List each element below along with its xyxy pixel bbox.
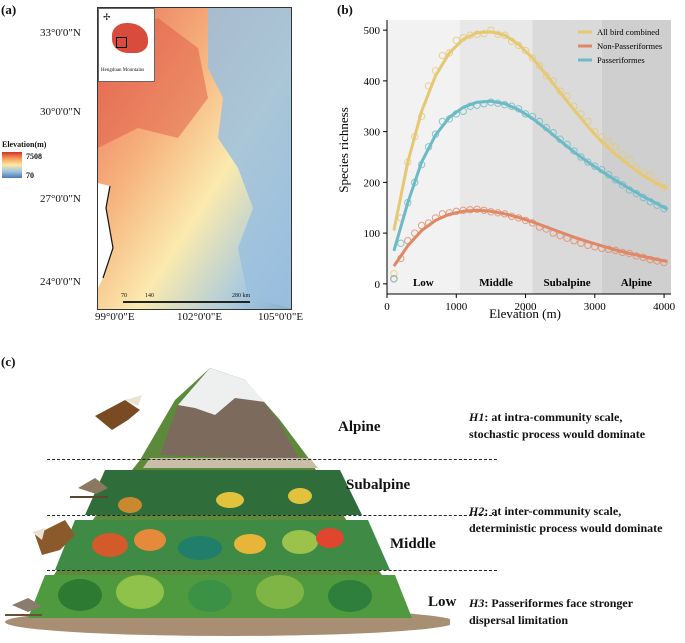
series-2-fit-line	[392, 99, 669, 252]
y-axis-label: Species richness	[336, 107, 351, 193]
elevation-colorbar	[2, 152, 22, 178]
hypothesis-2: H2: at inter-community scale, determinis…	[469, 503, 662, 537]
zone-label-1: Middle	[479, 277, 513, 289]
series-0-point-34	[625, 155, 634, 164]
series-2-point-27	[577, 153, 585, 161]
zone-label-2: Subalpine	[544, 277, 591, 289]
zone-band-1	[459, 20, 533, 294]
scale-label-140: 140	[145, 293, 154, 299]
zone-label-low: Low	[428, 594, 457, 610]
eagle-icon-middle	[32, 520, 75, 555]
zone-label-middle: Middle	[390, 536, 436, 552]
hypothesis-2-line1: : at inter-community scale,	[484, 504, 622, 518]
series-1-fit-line	[392, 208, 668, 267]
hypothesis-1-tag: H1	[469, 410, 485, 424]
y-tick-label-1: 100	[364, 228, 381, 240]
north-arrow-icon: ✢	[103, 12, 111, 22]
series-0-point-33	[618, 150, 627, 159]
middle-tree-accents	[92, 488, 344, 560]
y-tick-label-0: 0	[375, 279, 381, 291]
hypothesis-1-line2: stochastic process would dominate	[469, 427, 646, 441]
elevation-legend-title: Elevation(m)	[2, 140, 47, 149]
eagle-icon-alpine	[95, 395, 142, 430]
study-area-box	[116, 37, 127, 48]
hypothesis-1-line1: : at intra-community scale,	[484, 410, 623, 424]
scale-label-280: 280 km	[232, 293, 251, 299]
series-2-point-0	[390, 275, 398, 283]
hypothesis-2-line2: deterministic process would dominate	[469, 521, 663, 535]
panel-a-label: (a)	[1, 2, 17, 17]
snow-cap	[178, 368, 265, 415]
panel-b-label: (b)	[337, 2, 353, 17]
china-outline	[112, 23, 148, 53]
series-0-point-0	[390, 270, 398, 278]
hypothesis-3-tag: H3	[469, 596, 485, 610]
zone-label-alpine: Alpine	[338, 419, 381, 435]
hypothesis-3-line2: dispersal limitation	[469, 613, 569, 627]
scale-label-70: 70	[121, 293, 127, 299]
alpine-meadow	[143, 458, 318, 468]
panel-c-label: (c)	[1, 354, 16, 369]
series-0-point-7	[438, 51, 447, 60]
elevation-legend-max: 7508	[26, 152, 42, 161]
lat-label-30: 30°0'0"N	[40, 106, 81, 118]
legend-label-2: Passeriformes	[597, 55, 645, 65]
legend-label-0: All bird combined	[597, 27, 660, 37]
series-0-point-21	[535, 61, 544, 70]
lon-label-102: 102°0'0"E	[177, 311, 223, 323]
low-tree-accents	[58, 575, 372, 612]
mountain-illustration	[5, 368, 450, 636]
boundary-middle-low	[47, 570, 497, 571]
lon-label-99: 99°0'0"E	[95, 311, 135, 323]
small-bird-icon-subalpine	[70, 478, 108, 498]
subalpine-forest	[85, 470, 362, 515]
y-tick-label-4: 400	[364, 76, 381, 88]
elevation-legend-min: 70	[26, 171, 34, 180]
y-tick-label-2: 200	[364, 177, 381, 189]
inset-map: ✢ Hengduan Mountains	[98, 8, 155, 82]
zone-band-2	[532, 20, 602, 294]
x-tick-label-1: 1000	[445, 301, 468, 313]
x-tick-label-3: 3000	[584, 301, 607, 313]
scale-bar	[123, 301, 250, 303]
series-0-fit-line	[392, 30, 669, 231]
series-0-point-18	[514, 41, 523, 50]
series-0-point-9	[452, 36, 460, 44]
x-tick-label-0: 0	[384, 301, 390, 313]
small-bird-icon-low	[5, 598, 42, 616]
x-tick-label-4: 4000	[653, 301, 676, 313]
series-0-point-31	[604, 138, 613, 146]
boundary-subalpine-middle	[47, 515, 497, 516]
x-tick-label-2: 2000	[515, 301, 538, 313]
series-2-point-28	[584, 158, 592, 166]
hypothesis-3: H3: Passeriformes face stronger dispersa…	[469, 595, 633, 629]
richness-chart: Low Middle Subalpine Alpine 0 1000 2000 3000 40…	[336, 20, 676, 321]
legend-label-1: Non-Passeriformes	[597, 41, 662, 51]
zone-label-0: Low	[413, 277, 434, 289]
series-0-point-32	[611, 143, 620, 151]
boundary-alpine-subalpine	[47, 459, 497, 460]
lat-label-33: 33°0'0"N	[40, 27, 81, 39]
zone-label-3: Alpine	[621, 277, 652, 289]
series-0-point-19	[521, 46, 530, 55]
x-axis-label: Elevation (m)	[489, 306, 561, 321]
hypothesis-2-tag: H2	[469, 504, 485, 518]
y-tick-label-5: 500	[364, 25, 381, 37]
y-tick-label-3: 300	[364, 127, 381, 139]
series-0-point-20	[528, 54, 537, 62]
lon-label-105: 105°0'0"E	[258, 311, 304, 323]
inset-caption: Hengduan Mountains	[101, 68, 145, 73]
zone-label-subalpine: Subalpine	[346, 477, 411, 493]
lat-label-27: 27°0'0"N	[40, 193, 81, 205]
series-1-point-4	[417, 221, 426, 230]
series-0-point-14	[487, 26, 495, 34]
lat-label-24: 24°0'0"N	[40, 276, 81, 288]
series-0-point-8	[445, 49, 454, 57]
hypothesis-3-line1: : Passeriformes face stronger	[484, 596, 634, 610]
hypothesis-1: H1: at intra-community scale, stochastic…	[469, 409, 645, 443]
